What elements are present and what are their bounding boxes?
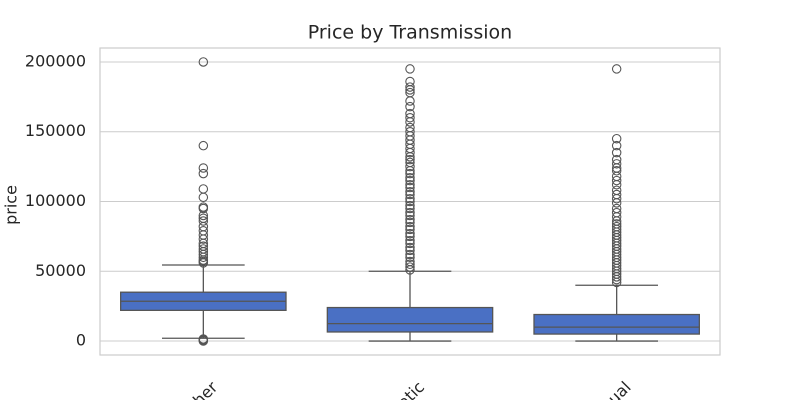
box — [326, 306, 494, 333]
outlier — [405, 228, 415, 239]
outlier — [405, 259, 415, 270]
y-axis-label: price — [2, 185, 21, 225]
y-tick-label: 150000 — [25, 121, 86, 140]
outlier — [611, 159, 622, 169]
y-tick-label: 100000 — [25, 191, 86, 210]
outlier — [405, 242, 415, 253]
outlier — [198, 210, 209, 221]
outlier — [405, 161, 415, 172]
outlier — [198, 258, 209, 268]
outlier — [405, 210, 415, 221]
outlier — [405, 154, 415, 165]
outlier — [611, 175, 622, 186]
outlier — [611, 272, 622, 282]
outlier — [405, 152, 415, 162]
outlier — [405, 262, 415, 272]
outlier — [611, 274, 622, 285]
outlier — [405, 168, 415, 179]
outlier — [198, 184, 209, 194]
outlier — [611, 133, 622, 144]
outlier — [611, 212, 622, 222]
outlier — [198, 216, 209, 226]
outlier — [611, 180, 622, 190]
y-tick-label: 200000 — [25, 51, 86, 70]
outlier — [405, 252, 415, 263]
outlier — [611, 277, 622, 288]
outlier — [611, 147, 622, 158]
outlier — [611, 166, 622, 176]
y-tick-label: 50000 — [35, 261, 86, 280]
x-tick-label: other — [178, 377, 222, 400]
outlier — [405, 182, 415, 193]
chart-title: Price by Transmission — [308, 22, 512, 44]
outlier — [405, 245, 415, 256]
outlier — [611, 140, 622, 151]
outlier — [405, 249, 415, 260]
outlier — [405, 147, 415, 158]
outlier — [198, 168, 209, 179]
plot-frame — [99, 47, 721, 356]
outlier — [198, 163, 209, 173]
outlier — [405, 217, 415, 228]
outlier — [405, 82, 415, 92]
box — [533, 313, 700, 335]
outlier — [405, 173, 415, 183]
outlier — [405, 96, 415, 106]
outlier — [405, 186, 415, 197]
outlier — [405, 85, 415, 95]
outlier — [405, 101, 415, 112]
x-tick-label: manual — [579, 378, 635, 400]
outlier — [405, 189, 415, 200]
outlier — [405, 175, 415, 186]
outlier — [405, 196, 415, 207]
outlier — [405, 113, 415, 123]
outlier — [405, 224, 415, 235]
outlier — [405, 235, 415, 246]
outlier — [405, 238, 415, 249]
outlier — [405, 203, 415, 214]
outlier — [198, 252, 209, 263]
outlier — [611, 193, 622, 204]
outlier — [405, 64, 415, 74]
outlier — [198, 140, 209, 151]
outlier — [405, 200, 415, 211]
outlier — [611, 64, 622, 74]
outlier — [405, 166, 415, 176]
outlier — [405, 180, 415, 190]
outlier — [405, 231, 415, 242]
outlier — [405, 193, 415, 204]
outlier — [198, 57, 209, 67]
outlier — [611, 198, 622, 208]
outlier — [405, 117, 415, 127]
x-tick-label: automatic — [357, 378, 428, 400]
outlier — [198, 192, 209, 203]
outlier — [405, 207, 415, 218]
outlier — [198, 203, 209, 214]
outlier — [198, 234, 209, 244]
outlier — [405, 265, 415, 275]
y-tick-label: 0 — [76, 331, 86, 350]
outlier — [405, 214, 415, 225]
outlier — [198, 336, 209, 346]
outlier — [405, 221, 415, 232]
